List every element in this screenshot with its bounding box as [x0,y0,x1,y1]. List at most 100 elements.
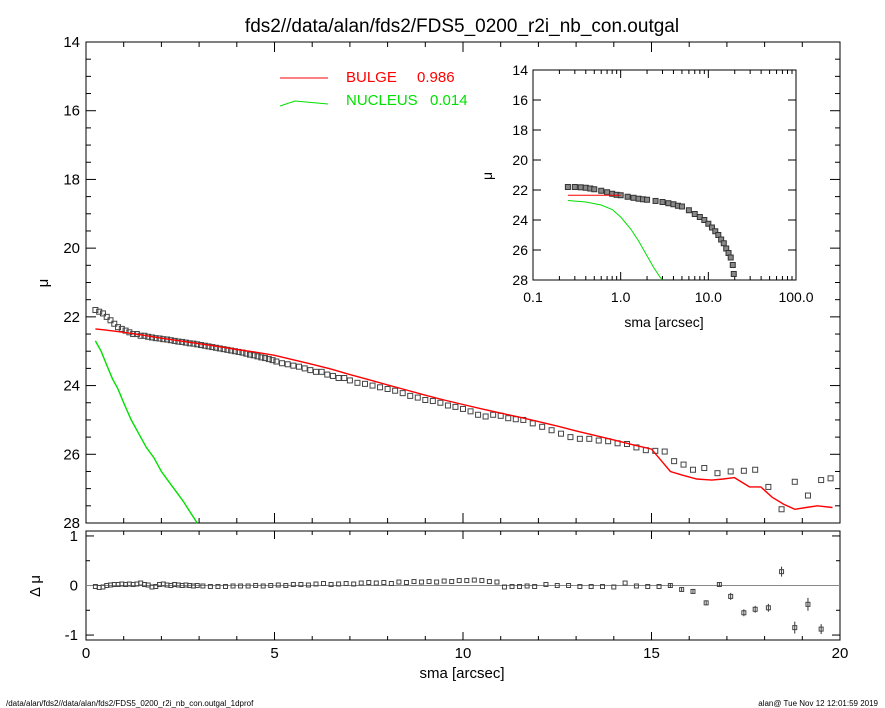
residual-data-point [818,626,824,632]
residual-data-point [486,579,492,585]
residual-x-tick-label: 15 [643,645,660,662]
main-nucleus-line [94,340,198,524]
main-data-point [467,408,474,415]
residual-data-point [434,579,440,585]
main-data-point [205,343,212,350]
main-data-point [262,355,269,362]
main-data-point [512,416,519,423]
inset-y-tick-label: 24 [512,212,528,228]
main-data-point [671,458,678,465]
main-data-point [701,465,708,472]
main-data-point [539,423,546,430]
residual-data-point [283,583,289,588]
residual-x-tick-label: 10 [455,645,472,662]
main-y-tick-label: 28 [63,515,80,532]
residual-data-point [464,578,470,584]
residual-data-point [230,583,236,589]
residual-data-point [690,588,696,594]
residual-data-point [716,582,722,588]
main-data-point [460,405,466,412]
residual-data-point [194,583,200,588]
residual-x-tick-label: 0 [82,645,90,662]
inset-y-tick-label: 28 [512,272,528,288]
main-data-point [246,351,253,358]
main-data-point [490,411,497,418]
main-data-point [392,387,399,394]
main-data-point [548,427,555,434]
residual-data-point [305,582,311,588]
main-data-point [804,492,811,499]
inset-data-point [591,186,598,193]
main-panel: 14 16 18 20 22 24 26 28 μ BULGE 0.986 NUCLEUS 0… [35,34,841,532]
main-data-point [791,478,798,485]
main-data-point [505,415,512,422]
residual-data-point [215,583,221,589]
main-data-point [115,324,122,331]
main-data-point [216,345,223,352]
main-data-point [284,361,291,368]
inset-y-label: μ [479,172,495,180]
main-data-point [567,434,574,441]
main-data-point [312,368,319,375]
residual-data-point [441,578,447,584]
residual-y-label: Δ μ [27,575,44,597]
main-data-point [689,466,696,473]
residual-data-point [524,583,530,589]
residual-data-point [336,581,342,587]
residual-y-tick-label: 0 [70,578,78,595]
main-data-point [778,506,785,513]
inset-y-tick-label: 20 [512,152,528,168]
inset-data-point [708,224,715,231]
inset-x-tick-label: 10.0 [695,289,722,305]
residual-data-point [275,582,281,588]
legend-nucleus-value: 0.014 [430,92,468,109]
main-data-point [361,380,368,387]
residual-data-point [419,579,425,585]
residual-x-tick-label: 5 [270,645,278,662]
inset-y-tick-label: 18 [512,122,528,138]
inset-data-point [644,196,651,203]
inset-data-point [665,200,672,207]
main-data-point [92,306,99,313]
residual-data-point [517,583,523,589]
residual-data-point [752,606,758,612]
inset-x-tick-label: 1.0 [611,289,631,305]
inset-y-tick-label: 16 [512,92,528,108]
inset-data-point [678,203,685,210]
main-data-point [99,310,106,317]
main-data-point [482,413,489,420]
residual-data-point [456,578,462,584]
main-data-point [258,354,265,361]
main-data-point [765,483,772,490]
main-data-point [740,467,747,474]
main-y-tick-label: 16 [63,103,80,120]
main-data-point [265,356,272,363]
inset-data-point [729,262,736,268]
inset-axes: 0.1 1.0 10.0 100.0 14 16 18 20 22 24 26 28 [512,62,813,305]
inset-nucleus-line [567,200,663,281]
residual-data-point [501,584,507,590]
main-data-point [354,379,361,386]
main-data-point [377,384,384,391]
residual-data-point [313,581,319,587]
main-data-point [437,399,444,406]
main-data-point [250,352,257,359]
residual-data-point [321,581,327,587]
residual-data-point [679,586,685,592]
main-y-label: μ [35,279,52,288]
residual-data-point [328,582,334,588]
legend-nucleus-line [279,100,329,107]
residual-data-point [381,580,387,586]
main-data-point [213,344,220,351]
main-y-tick-label: 26 [63,446,80,463]
residual-data-point [238,583,244,589]
residual-data-point [245,583,251,589]
main-data-point [111,320,118,327]
residual-data-point [411,579,417,585]
residual-data-point [656,583,662,589]
main-data-point [407,392,414,399]
inset-x-tick-label: 100.0 [778,289,813,305]
